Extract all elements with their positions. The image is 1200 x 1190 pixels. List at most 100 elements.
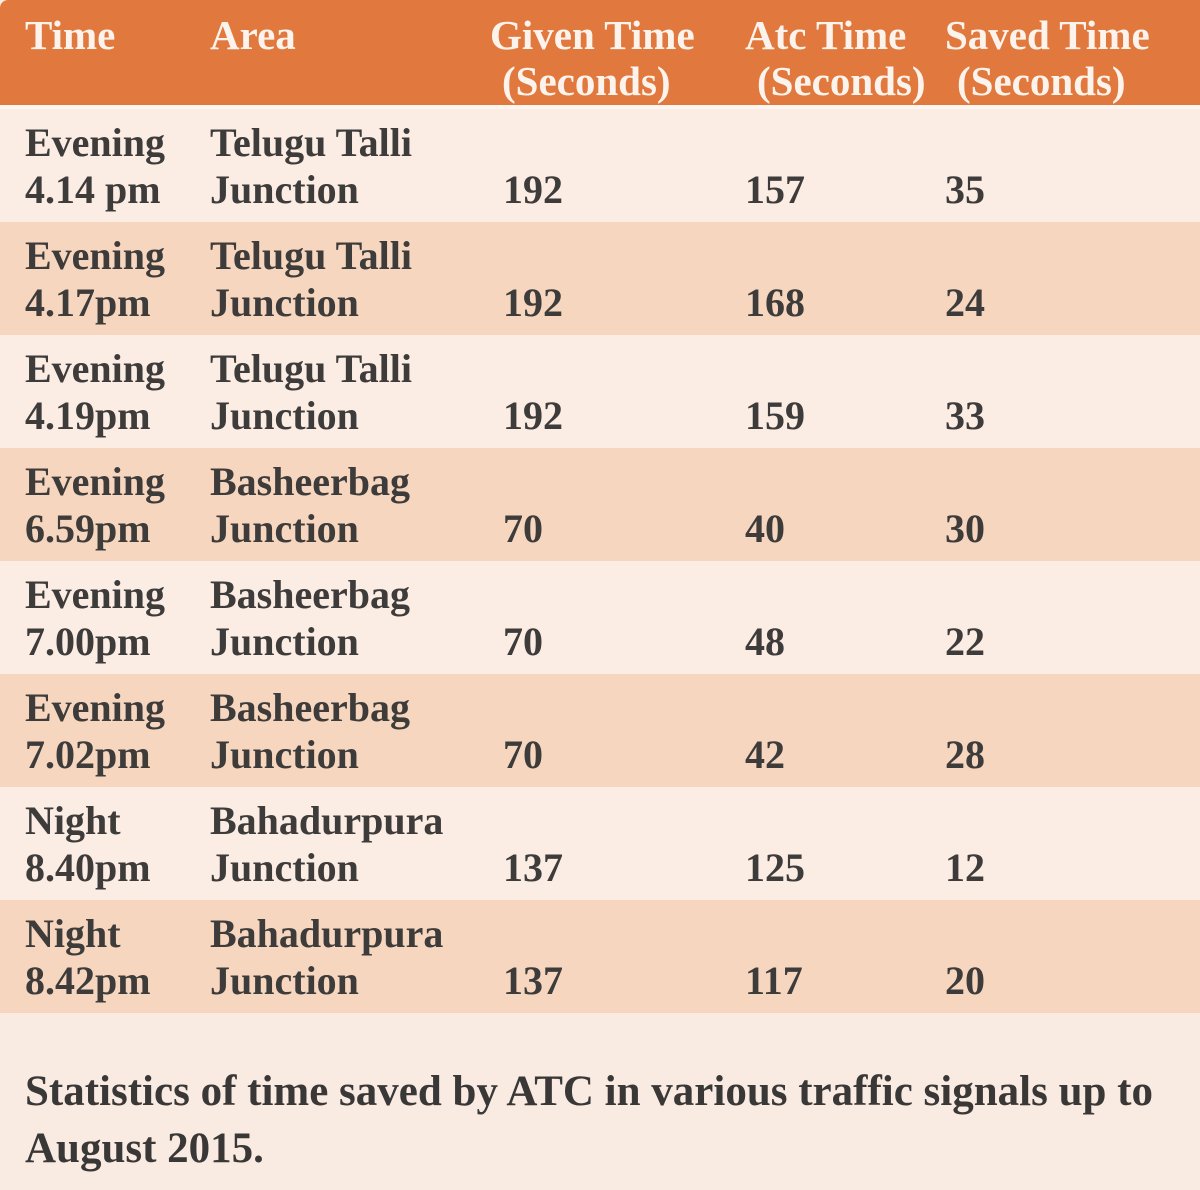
header-cell-saved-time: Saved Time (Seconds) xyxy=(945,12,1200,104)
column-sublabel: (Seconds) xyxy=(757,58,926,104)
cell-given-time: 192 xyxy=(490,166,745,213)
time-value: 6.59pm xyxy=(25,506,151,551)
cell-given-time: 137 xyxy=(490,844,745,891)
cell-given-time: 192 xyxy=(490,392,745,439)
time-value: 4.19pm xyxy=(25,393,151,438)
time-value: 7.02pm xyxy=(25,732,151,777)
cell-given-time: 137 xyxy=(490,957,745,1004)
cell-time: Evening 7.00pm xyxy=(25,571,210,665)
cell-saved-time: 28 xyxy=(945,731,1200,778)
header-cell-given-time: Given Time (Seconds) xyxy=(490,12,745,104)
table-header-row: Time Area Given Time (Seconds) Atc Time … xyxy=(0,0,1200,109)
atc-time-value: 168 xyxy=(745,280,805,325)
cell-given-time: 70 xyxy=(490,618,745,665)
atc-time-value: 117 xyxy=(745,958,803,1003)
cell-atc-time: 48 xyxy=(745,618,945,665)
saved-time-value: 30 xyxy=(945,506,985,551)
table-row: Evening 4.19pm Telugu Talli Junction 192… xyxy=(0,335,1200,448)
given-time-value: 192 xyxy=(503,280,563,325)
atc-time-value: 42 xyxy=(745,732,785,777)
column-sublabel: (Seconds) xyxy=(502,58,671,104)
area-junction: Junction xyxy=(210,506,359,551)
cell-saved-time: 33 xyxy=(945,392,1200,439)
cell-saved-time: 12 xyxy=(945,844,1200,891)
cell-time: Evening 4.14 pm xyxy=(25,119,210,213)
given-time-value: 70 xyxy=(503,619,543,664)
cell-atc-time: 40 xyxy=(745,505,945,552)
saved-time-value: 28 xyxy=(945,732,985,777)
cell-atc-time: 125 xyxy=(745,844,945,891)
cell-saved-time: 22 xyxy=(945,618,1200,665)
time-value: 8.42pm xyxy=(25,958,151,1003)
column-label: Area xyxy=(210,12,296,58)
cell-area: Bahadurpura Junction xyxy=(210,910,490,1004)
table-row: Evening 6.59pm Basheerbag Junction 70 40… xyxy=(0,448,1200,561)
cell-area: Basheerbag Junction xyxy=(210,684,490,778)
atc-time-value: 125 xyxy=(745,845,805,890)
area-junction: Junction xyxy=(210,732,359,777)
column-sublabel: (Seconds) xyxy=(957,58,1126,104)
cell-saved-time: 30 xyxy=(945,505,1200,552)
table-row: Evening 4.14 pm Telugu Talli Junction 19… xyxy=(0,109,1200,222)
time-period: Night xyxy=(25,911,121,956)
given-time-value: 192 xyxy=(503,167,563,212)
area-name: Telugu Talli xyxy=(210,346,412,391)
time-value: 4.14 pm xyxy=(25,167,161,212)
atc-time-value: 159 xyxy=(745,393,805,438)
area-junction: Junction xyxy=(210,280,359,325)
table-row: Night 8.42pm Bahadurpura Junction 137 11… xyxy=(0,900,1200,1013)
table-caption: Statistics of time saved by ATC in vario… xyxy=(25,1068,1153,1172)
area-junction: Junction xyxy=(210,393,359,438)
time-period: Night xyxy=(25,798,121,843)
area-name: Telugu Talli xyxy=(210,120,412,165)
column-label: Time xyxy=(25,12,116,58)
atc-time-value: 157 xyxy=(745,167,805,212)
cell-given-time: 70 xyxy=(490,505,745,552)
cell-time: Night 8.42pm xyxy=(25,910,210,1004)
time-period: Evening xyxy=(25,233,166,278)
given-time-value: 137 xyxy=(503,958,563,1003)
saved-time-value: 24 xyxy=(945,280,985,325)
saved-time-value: 12 xyxy=(945,845,985,890)
cell-saved-time: 35 xyxy=(945,166,1200,213)
cell-time: Night 8.40pm xyxy=(25,797,210,891)
cell-saved-time: 20 xyxy=(945,957,1200,1004)
atc-time-value: 48 xyxy=(745,619,785,664)
header-cell-area: Area xyxy=(210,12,490,58)
cell-atc-time: 157 xyxy=(745,166,945,213)
saved-time-value: 20 xyxy=(945,958,985,1003)
cell-area: Bahadurpura Junction xyxy=(210,797,490,891)
given-time-value: 70 xyxy=(503,506,543,551)
given-time-value: 137 xyxy=(503,845,563,890)
area-junction: Junction xyxy=(210,167,359,212)
area-junction: Junction xyxy=(210,845,359,890)
table-row: Evening 4.17pm Telugu Talli Junction 192… xyxy=(0,222,1200,335)
area-name: Telugu Talli xyxy=(210,233,412,278)
time-value: 4.17pm xyxy=(25,280,151,325)
table-body: Evening 4.14 pm Telugu Talli Junction 19… xyxy=(0,109,1200,1013)
column-label: Saved Time xyxy=(945,12,1150,58)
given-time-value: 70 xyxy=(503,732,543,777)
cell-area: Basheerbag Junction xyxy=(210,458,490,552)
atc-time-value: 40 xyxy=(745,506,785,551)
time-period: Evening xyxy=(25,685,166,730)
cell-area: Telugu Talli Junction xyxy=(210,232,490,326)
cell-time: Evening 4.19pm xyxy=(25,345,210,439)
table-row: Evening 7.00pm Basheerbag Junction 70 48… xyxy=(0,561,1200,674)
time-value: 7.00pm xyxy=(25,619,151,664)
given-time-value: 192 xyxy=(503,393,563,438)
cell-saved-time: 24 xyxy=(945,279,1200,326)
time-period: Evening xyxy=(25,120,166,165)
area-name: Basheerbag xyxy=(210,459,410,504)
table-row: Night 8.40pm Bahadurpura Junction 137 12… xyxy=(0,787,1200,900)
cell-atc-time: 42 xyxy=(745,731,945,778)
area-junction: Junction xyxy=(210,619,359,664)
cell-area: Basheerbag Junction xyxy=(210,571,490,665)
cell-atc-time: 168 xyxy=(745,279,945,326)
header-cell-atc-time: Atc Time (Seconds) xyxy=(745,12,945,104)
time-period: Evening xyxy=(25,346,166,391)
time-period: Evening xyxy=(25,459,166,504)
saved-time-value: 35 xyxy=(945,167,985,212)
cell-area: Telugu Talli Junction xyxy=(210,345,490,439)
